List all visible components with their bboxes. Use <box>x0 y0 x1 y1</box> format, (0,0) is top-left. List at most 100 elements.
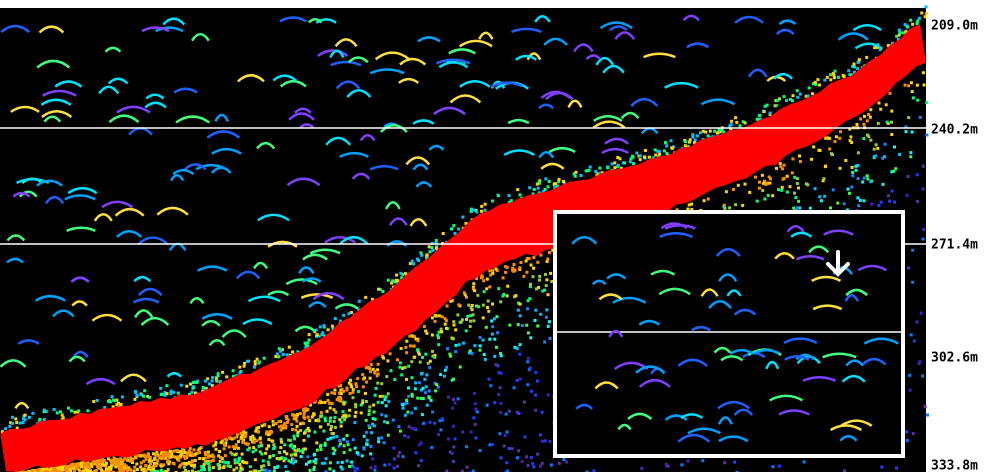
echo-dot <box>518 412 521 415</box>
echo-dot <box>665 464 668 467</box>
echo-dot <box>875 143 878 146</box>
echo-dot <box>562 458 565 461</box>
echo-dot <box>504 434 507 437</box>
echo-dot <box>484 358 487 361</box>
echo-dot <box>508 447 511 450</box>
echo-dot <box>491 443 494 446</box>
depth-label: 302.6m <box>931 351 978 366</box>
echo-dot <box>771 194 774 197</box>
echo-dot <box>347 443 350 446</box>
echo-dot <box>909 389 912 392</box>
echo-dot <box>791 171 794 174</box>
echo-dot <box>387 400 390 403</box>
echo-dot <box>918 360 921 363</box>
echo-dot <box>863 115 866 118</box>
echo-dot <box>528 186 531 189</box>
echo-dot <box>446 305 449 308</box>
echo-dot <box>340 425 343 428</box>
echo-dot <box>370 466 373 469</box>
echo-dot <box>904 84 907 87</box>
echo-dot <box>217 454 220 457</box>
echo-dot <box>343 444 346 447</box>
echo-dot <box>819 149 822 152</box>
echo-dot <box>890 133 893 136</box>
echo-dot <box>910 81 913 84</box>
echo-dot <box>414 387 417 390</box>
echo-dot <box>506 431 509 434</box>
echo-dot <box>57 467 60 470</box>
echo-dot <box>488 338 491 341</box>
echo-dot <box>374 465 377 468</box>
echo-dot <box>389 352 392 355</box>
echo-dot <box>532 275 535 278</box>
echo-dot <box>890 110 893 113</box>
echo-dot <box>482 304 485 307</box>
echo-dot <box>348 465 351 468</box>
echo-dot <box>451 407 454 410</box>
echo-dot <box>274 355 277 358</box>
echo-dot <box>443 375 446 378</box>
echo-dot <box>545 316 548 319</box>
echo-dot <box>907 266 910 269</box>
echo-dot <box>195 381 198 384</box>
echo-dot <box>409 344 412 347</box>
echo-dot <box>665 152 668 155</box>
echo-dot <box>533 188 536 191</box>
echo-dot <box>459 366 462 369</box>
echo-dot <box>349 448 352 451</box>
echo-dot <box>911 249 914 252</box>
echo-dot <box>925 12 928 15</box>
echo-dot <box>400 373 403 376</box>
echo-dot <box>873 155 876 158</box>
echo-dot <box>891 190 894 193</box>
echo-dot <box>222 466 225 469</box>
echo-dot <box>255 439 258 442</box>
echo-dot <box>517 449 520 452</box>
echo-dot <box>766 182 769 185</box>
echo-dot <box>429 360 432 363</box>
echo-dot <box>96 465 99 468</box>
echo-dot <box>763 110 766 113</box>
echo-dot <box>88 466 91 469</box>
echo-dot <box>428 396 431 399</box>
echo-dot <box>342 314 345 317</box>
echo-dot <box>72 463 75 466</box>
echo-dot <box>438 314 441 317</box>
echo-dot <box>924 15 927 18</box>
echo-dot <box>502 295 505 298</box>
echo-dot <box>611 162 614 165</box>
echo-dot <box>414 407 417 410</box>
echo-dot <box>240 436 243 439</box>
echo-dot <box>408 335 411 338</box>
echo-dot <box>233 437 236 440</box>
echo-dot <box>423 325 426 328</box>
echo-dot <box>179 464 182 467</box>
echo-dot <box>233 469 236 472</box>
echo-dot <box>446 347 449 350</box>
echo-dot <box>324 442 327 445</box>
echo-dot <box>135 462 138 465</box>
echo-dot <box>549 272 552 275</box>
echo-dot <box>265 447 268 450</box>
echo-dot <box>340 421 343 424</box>
echo-dot <box>544 439 547 442</box>
echo-dot <box>499 411 502 414</box>
echo-dot <box>186 462 189 465</box>
echo-dot <box>481 276 484 279</box>
echo-dot <box>547 393 550 396</box>
echo-dot <box>447 396 450 399</box>
echo-dot <box>198 457 201 460</box>
echo-dot <box>400 347 403 350</box>
echo-dot <box>513 386 516 389</box>
echo-dot <box>549 440 552 443</box>
echo-dot <box>142 460 145 463</box>
echo-dot <box>136 468 139 471</box>
echo-dot <box>113 458 116 461</box>
echo-dot <box>430 446 433 449</box>
echo-dot <box>758 187 761 190</box>
echo-dot <box>836 202 839 205</box>
echo-dot <box>723 461 726 464</box>
echo-dot <box>4 427 7 430</box>
echo-dot <box>139 465 142 468</box>
echo-dot <box>495 363 498 366</box>
